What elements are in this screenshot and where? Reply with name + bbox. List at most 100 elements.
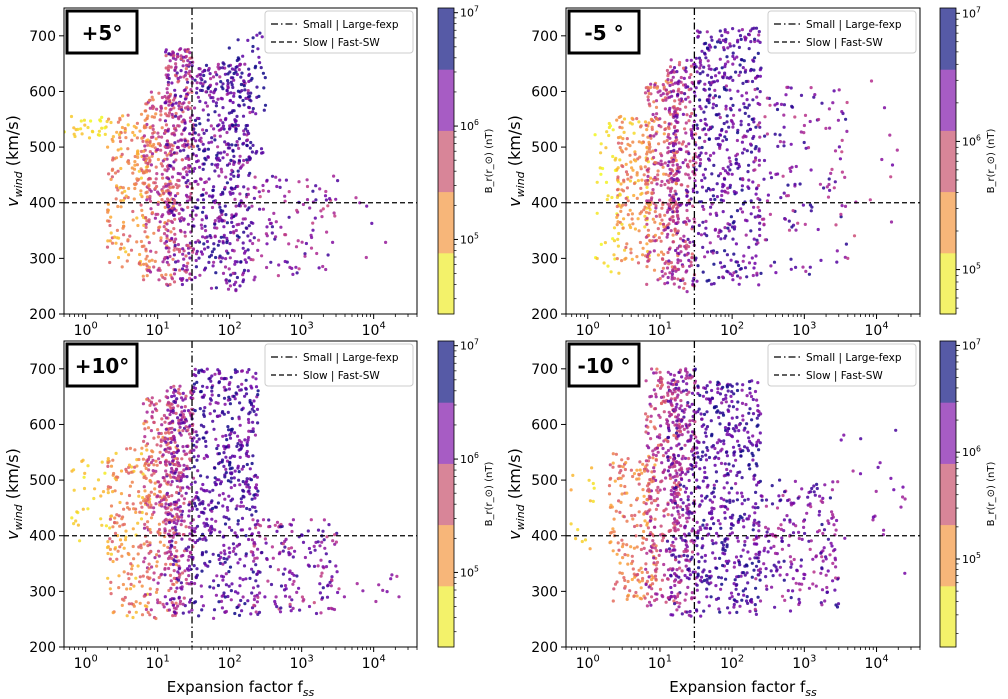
data-point <box>212 127 216 131</box>
data-point <box>135 136 139 140</box>
data-point <box>155 172 159 176</box>
data-point <box>700 185 705 189</box>
data-point <box>166 437 170 441</box>
data-point <box>615 580 619 584</box>
data-point <box>119 205 123 209</box>
data-point <box>166 408 170 412</box>
data-point <box>176 604 180 608</box>
data-point <box>116 188 120 192</box>
data-point <box>207 260 211 264</box>
data-point <box>223 522 228 526</box>
data-point <box>196 95 200 99</box>
data-point <box>170 394 174 399</box>
data-point <box>176 171 180 176</box>
data-point <box>215 574 219 578</box>
data-point <box>618 146 622 150</box>
data-point <box>245 195 249 199</box>
data-point <box>182 148 186 152</box>
data-point <box>808 203 813 207</box>
data-point <box>250 567 254 571</box>
data-point <box>144 444 148 448</box>
data-point <box>244 452 248 456</box>
data-point <box>220 212 224 217</box>
data-point <box>217 239 221 243</box>
data-point <box>181 486 185 490</box>
data-point <box>169 273 173 277</box>
data-point <box>729 215 734 219</box>
data-point <box>82 486 87 491</box>
data-point <box>148 150 152 154</box>
data-point <box>747 178 751 182</box>
colorbar-band <box>438 524 454 587</box>
data-point <box>120 152 124 156</box>
data-point <box>647 140 651 144</box>
data-point <box>715 250 719 255</box>
data-point <box>225 153 229 157</box>
x-tick-label: 104 <box>865 321 889 339</box>
data-point <box>229 230 233 235</box>
data-point <box>665 235 669 239</box>
data-point <box>234 391 238 395</box>
data-point <box>193 496 197 500</box>
data-point <box>649 420 653 424</box>
data-point <box>684 144 688 148</box>
data-point <box>620 545 625 549</box>
data-point <box>232 154 236 158</box>
data-point <box>137 490 141 494</box>
data-point <box>139 543 143 547</box>
data-point <box>644 459 649 463</box>
colorbar-band <box>438 463 454 526</box>
data-point <box>156 131 160 135</box>
data-point <box>213 134 217 138</box>
data-point <box>222 233 226 237</box>
data-point <box>197 256 201 260</box>
data-point <box>196 206 200 210</box>
data-point <box>194 445 198 449</box>
data-point <box>635 468 639 472</box>
data-point <box>112 471 116 476</box>
data-point <box>774 271 778 275</box>
data-point <box>698 58 703 62</box>
data-point <box>184 70 188 74</box>
data-point <box>683 282 687 286</box>
data-point <box>763 238 767 242</box>
colorbar-tick-label: 105 <box>460 564 479 579</box>
data-point <box>852 234 857 238</box>
data-point <box>165 236 169 240</box>
data-point <box>395 574 399 579</box>
data-point <box>297 267 301 271</box>
data-point <box>624 256 628 260</box>
data-point <box>143 124 147 128</box>
data-point <box>622 576 626 580</box>
data-point <box>635 117 639 121</box>
data-point <box>319 209 323 213</box>
data-point <box>184 94 188 98</box>
data-point <box>122 233 126 237</box>
data-point <box>629 160 633 164</box>
data-point <box>813 93 817 97</box>
data-point <box>741 135 745 139</box>
data-point <box>757 283 761 287</box>
data-point <box>227 517 231 521</box>
data-point <box>620 188 624 192</box>
data-point <box>150 211 155 215</box>
data-point <box>165 176 169 180</box>
y-tick-label: 400 <box>29 196 56 212</box>
data-point <box>146 269 150 273</box>
data-point <box>185 173 189 177</box>
data-point <box>769 176 774 180</box>
data-point <box>147 218 151 222</box>
data-point <box>81 507 85 511</box>
data-point <box>257 190 261 194</box>
data-point <box>654 392 658 396</box>
data-point <box>709 205 713 209</box>
data-point <box>749 229 753 233</box>
data-point <box>654 116 659 120</box>
data-point <box>193 504 198 508</box>
data-point <box>674 181 678 186</box>
data-point <box>242 158 246 163</box>
legend-entry: Slow | Fast-SW <box>303 37 380 49</box>
data-point <box>732 57 737 61</box>
